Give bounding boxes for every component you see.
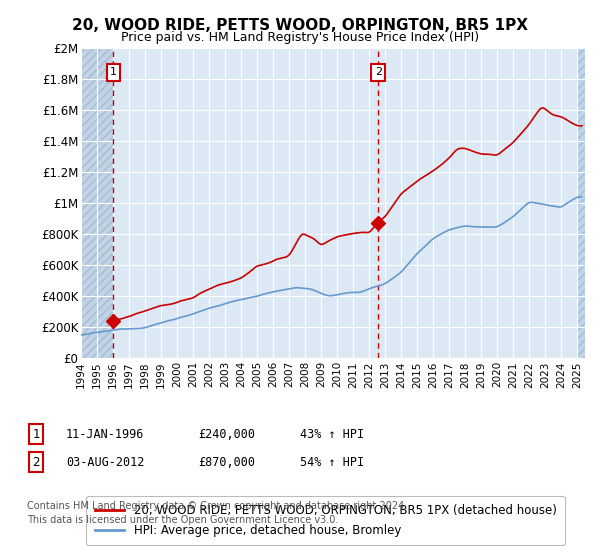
Text: 03-AUG-2012: 03-AUG-2012 (66, 455, 145, 469)
Text: 43% ↑ HPI: 43% ↑ HPI (300, 427, 364, 441)
Text: 1: 1 (110, 67, 117, 77)
Text: 11-JAN-1996: 11-JAN-1996 (66, 427, 145, 441)
Bar (577, 48, 585, 358)
Text: Price paid vs. HM Land Registry's House Price Index (HPI): Price paid vs. HM Land Registry's House … (121, 31, 479, 44)
Text: 2: 2 (32, 455, 40, 469)
Bar (81, 48, 113, 358)
Text: 2: 2 (375, 67, 382, 77)
Text: 20, WOOD RIDE, PETTS WOOD, ORPINGTON, BR5 1PX: 20, WOOD RIDE, PETTS WOOD, ORPINGTON, BR… (72, 18, 528, 33)
Text: Contains HM Land Registry data © Crown copyright and database right 2024.
This d: Contains HM Land Registry data © Crown c… (27, 501, 407, 525)
Text: 54% ↑ HPI: 54% ↑ HPI (300, 455, 364, 469)
Legend: 20, WOOD RIDE, PETTS WOOD, ORPINGTON, BR5 1PX (detached house), HPI: Average pri: 20, WOOD RIDE, PETTS WOOD, ORPINGTON, BR… (86, 496, 565, 545)
Text: £870,000: £870,000 (198, 455, 255, 469)
Text: 1: 1 (32, 427, 40, 441)
Text: £240,000: £240,000 (198, 427, 255, 441)
